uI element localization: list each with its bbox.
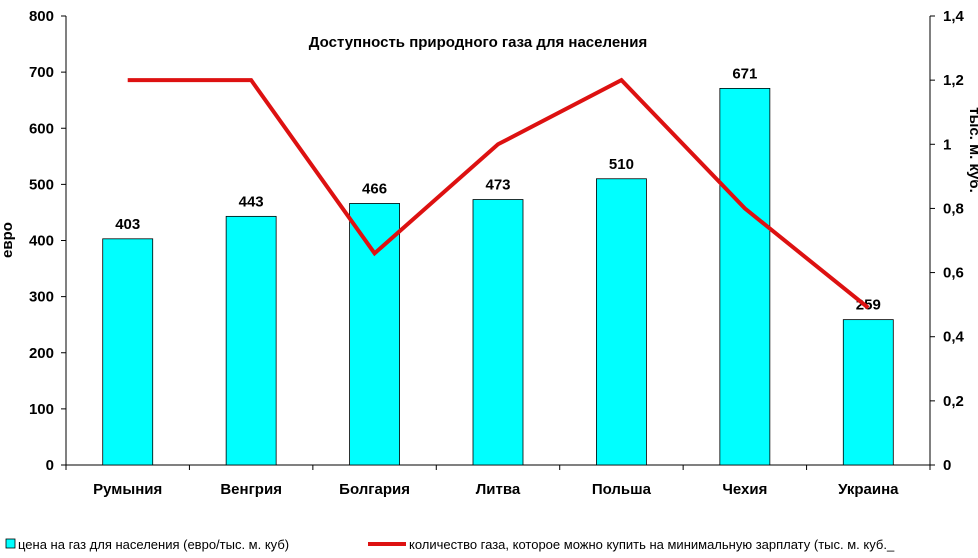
bar	[349, 203, 400, 466]
plot-area: 0 100 200 300 400 500 600 700 800 0 0,2 0,4 0,6 0,8 1 1…	[29, 8, 965, 498]
bar-value-label: 473	[485, 177, 510, 194]
bar-value-label: 671	[732, 65, 757, 82]
legend-label-line: количество газа, которое можно купить на…	[409, 537, 895, 552]
bar-value-label: 443	[239, 193, 264, 210]
bar-value-label: 403	[115, 216, 140, 233]
y-tick-label: 400	[29, 233, 54, 250]
x-tick-label: Румыния	[93, 481, 162, 498]
y-tick-label: 300	[29, 289, 54, 306]
x-tick-label: Украина	[838, 481, 899, 498]
y-tick-label: 0	[46, 457, 54, 474]
y2-tick-label: 1,4	[943, 8, 965, 25]
y2-tick-label: 0,4	[943, 329, 965, 346]
legend-label-bars: цена на газ для населения (евро/тыс. м. …	[18, 537, 289, 552]
bar	[102, 238, 154, 466]
y2-tick-label: 0,6	[943, 265, 964, 282]
y-tick-label: 200	[29, 345, 54, 362]
x-tick-label: Венгрия	[220, 481, 282, 498]
bar-value-label: 466	[362, 180, 387, 197]
y2-tick-label: 1,2	[943, 72, 964, 89]
y2-tick-label: 0,2	[943, 393, 964, 410]
legend-swatch-bars	[5, 538, 16, 549]
bar	[596, 178, 647, 466]
chart-title: Доступность природного газа для населени…	[309, 34, 647, 51]
x-tick-label: Чехия	[722, 481, 767, 498]
y2-tick-label: 0	[943, 457, 951, 474]
y-tick-label: 700	[29, 64, 54, 81]
x-tick-label: Польша	[592, 481, 652, 498]
y2-axis-label: тыс. м. куб.	[966, 107, 978, 193]
y2-tick-label: 0,8	[943, 200, 964, 217]
bar	[225, 215, 277, 466]
y-tick-label: 500	[29, 176, 54, 193]
x-tick-label: Литва	[476, 481, 521, 498]
y-axis-label: евро	[0, 222, 16, 258]
y2-tick-label: 1	[943, 136, 951, 153]
y-tick-label: 100	[29, 401, 54, 418]
y-tick-label: 600	[29, 120, 54, 137]
y-tick-label: 800	[29, 8, 54, 25]
bar	[472, 199, 524, 466]
bar	[719, 88, 771, 466]
legend: цена на газ для населения (евро/тыс. м. …	[5, 537, 895, 552]
bar-value-label: 510	[609, 156, 634, 173]
x-tick-label: Болгария	[339, 481, 410, 498]
bar	[842, 319, 894, 466]
